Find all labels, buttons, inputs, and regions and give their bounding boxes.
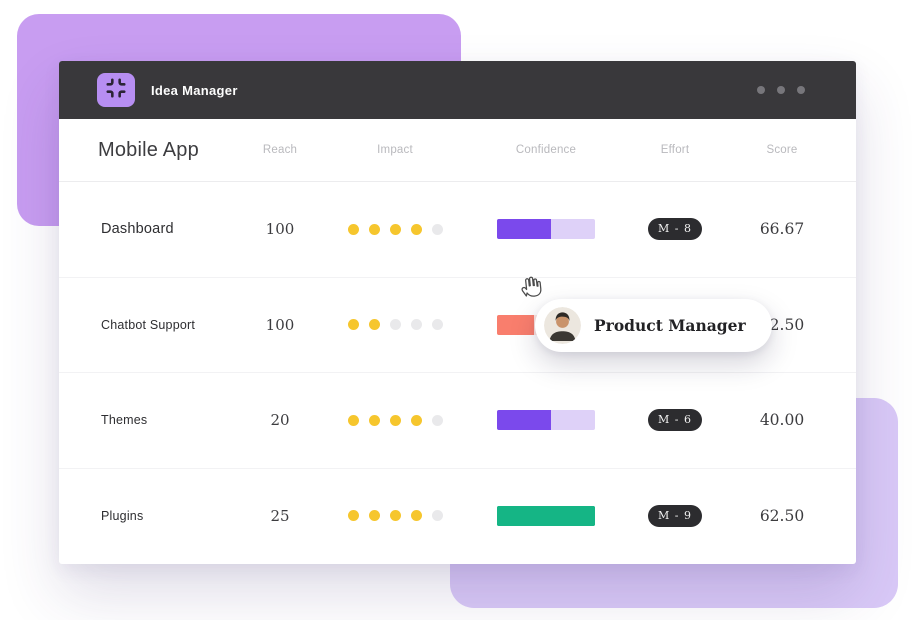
impact-dot-filled bbox=[368, 510, 380, 522]
impact-dot-empty bbox=[431, 319, 443, 331]
confidence-cell bbox=[450, 505, 642, 526]
column-header-impact: Impact bbox=[377, 144, 413, 156]
avatar bbox=[544, 307, 581, 344]
impact-dot-filled bbox=[410, 510, 422, 522]
idea-name: Chatbot Support bbox=[101, 317, 196, 332]
effort-cell: M - 8 bbox=[642, 218, 708, 241]
impact-dot-filled bbox=[410, 223, 422, 235]
column-header-confidence: Confidence bbox=[515, 144, 577, 156]
impact-dot-empty bbox=[431, 414, 443, 426]
reach-value: 100 bbox=[265, 315, 295, 334]
column-header-score: Score bbox=[766, 144, 798, 156]
impact-dot-filled bbox=[368, 319, 380, 331]
reach-value: 25 bbox=[270, 506, 290, 525]
effort-badge: M - 6 bbox=[648, 409, 702, 432]
assignee-tooltip: Product Manager bbox=[535, 299, 772, 352]
impact-dot-filled bbox=[389, 510, 401, 522]
impact-dot-filled bbox=[389, 414, 401, 426]
tooltip-label: Product Manager bbox=[594, 316, 746, 335]
table-row[interactable]: Themes 20 M - 6 40.00 bbox=[59, 373, 856, 469]
effort-badge: M - 9 bbox=[648, 504, 702, 527]
effort-cell: M - 9 bbox=[642, 504, 708, 527]
column-header-effort: Effort bbox=[660, 144, 690, 156]
impact-rating bbox=[340, 223, 450, 235]
effort-badge: M - 8 bbox=[648, 218, 702, 241]
confidence-bar-fill bbox=[497, 219, 551, 240]
titlebar: Idea Manager bbox=[59, 61, 856, 119]
confidence-bar bbox=[497, 219, 595, 240]
idea-name: Dashboard bbox=[101, 221, 174, 238]
impact-dot-filled bbox=[347, 319, 359, 331]
group-title: Mobile App bbox=[98, 138, 199, 161]
confidence-bar-fill bbox=[497, 410, 551, 431]
app-logo bbox=[97, 73, 135, 107]
impact-dot-filled bbox=[347, 223, 359, 235]
impact-dot-filled bbox=[368, 414, 380, 426]
impact-dot-filled bbox=[347, 510, 359, 522]
confidence-cell bbox=[450, 219, 642, 240]
window-menu-dots[interactable] bbox=[757, 86, 805, 94]
confidence-cell bbox=[450, 410, 642, 431]
impact-dot-filled bbox=[347, 414, 359, 426]
table-header: Mobile App Reach Impact Confidence Effort Sc… bbox=[59, 119, 856, 182]
impact-rating bbox=[340, 414, 450, 426]
compress-icon bbox=[105, 77, 127, 104]
impact-rating bbox=[340, 510, 450, 522]
man-avatar-image bbox=[544, 307, 581, 344]
confidence-bar-fill bbox=[497, 314, 535, 335]
impact-dot-empty bbox=[389, 319, 401, 331]
score-value: 62.50 bbox=[759, 506, 805, 525]
score-value: 40.00 bbox=[759, 411, 805, 430]
impact-dot-empty bbox=[431, 510, 443, 522]
impact-rating bbox=[340, 319, 450, 331]
idea-name: Themes bbox=[101, 413, 148, 428]
impact-dot-filled bbox=[410, 414, 422, 426]
table-row[interactable]: Plugins 25 M - 9 62.50 bbox=[59, 469, 856, 564]
idea-name: Plugins bbox=[101, 508, 144, 523]
column-header-reach: Reach bbox=[262, 144, 298, 156]
table-row[interactable]: Dashboard 100 M - 8 66.67 bbox=[59, 182, 856, 278]
window-dot bbox=[797, 86, 805, 94]
confidence-bar bbox=[497, 505, 595, 526]
app-title: Idea Manager bbox=[151, 82, 238, 98]
table-body: Dashboard 100 M - 8 66.67 Chatbot Support 100… bbox=[59, 182, 856, 563]
impact-dot-filled bbox=[368, 223, 380, 235]
reach-value: 20 bbox=[270, 411, 290, 430]
confidence-bar-fill bbox=[497, 505, 595, 526]
window-dot bbox=[777, 86, 785, 94]
reach-value: 100 bbox=[265, 220, 295, 239]
impact-dot-filled bbox=[389, 223, 401, 235]
impact-dot-empty bbox=[431, 223, 443, 235]
confidence-bar bbox=[497, 410, 595, 431]
effort-cell: M - 6 bbox=[642, 409, 708, 432]
score-value: 66.67 bbox=[759, 220, 805, 239]
window-dot bbox=[757, 86, 765, 94]
hand-cursor-icon bbox=[515, 271, 545, 301]
impact-dot-empty bbox=[410, 319, 422, 331]
